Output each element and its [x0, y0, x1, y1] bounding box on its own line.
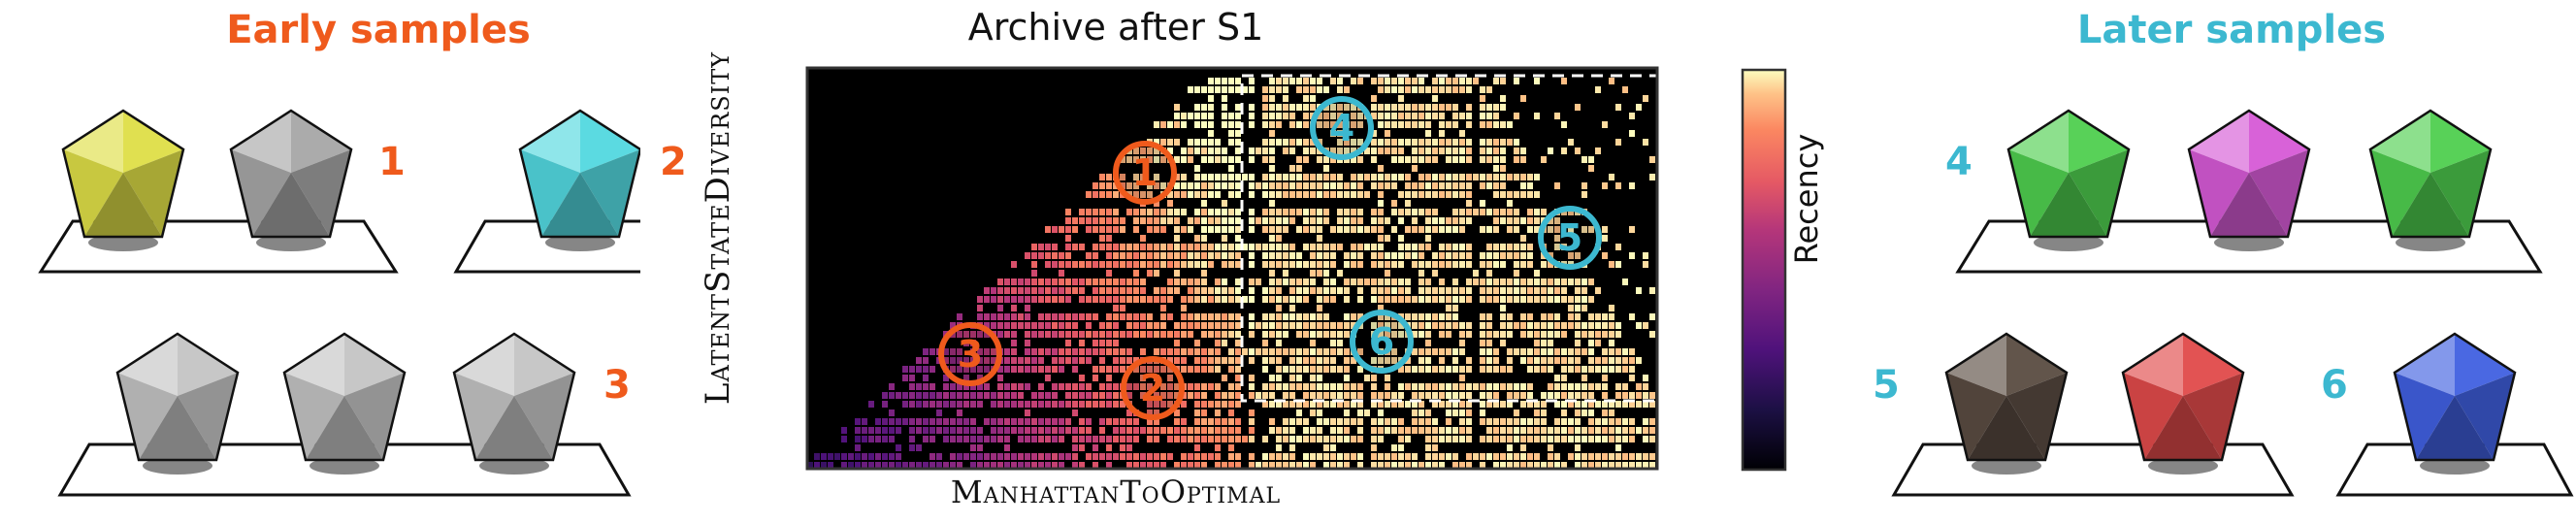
marker-label-3: 3 — [958, 333, 983, 376]
marker-label-6: 6 — [1369, 320, 1394, 363]
marker-2: 2 — [1121, 356, 1185, 420]
marker-3: 3 — [938, 322, 1002, 386]
early-sample-number-1: 1 — [378, 140, 406, 184]
marker-label-4: 4 — [1329, 107, 1354, 149]
gem-sample-2 — [518, 109, 640, 251]
marker-4: 4 — [1310, 96, 1374, 160]
gem-sample-3-a — [115, 332, 240, 475]
platform-sample-5 — [1891, 442, 2295, 497]
marker-6: 6 — [1350, 310, 1414, 374]
gem-sample-3-c — [452, 332, 576, 475]
gem-sample-5-b — [2121, 332, 2245, 475]
archive-title: Archive after S1 — [967, 6, 1264, 49]
gem-sample-5-a — [1944, 332, 2069, 475]
colorbar — [1741, 68, 1787, 472]
gem-sample-4-a — [2006, 109, 2131, 251]
gem-sample-4-b — [2187, 109, 2311, 251]
colorbar-label: Recency — [1788, 133, 1825, 265]
marker-5: 5 — [1538, 206, 1602, 270]
gem-sample-3-b — [282, 332, 407, 475]
marker-1: 1 — [1113, 141, 1177, 205]
early-samples-title: Early samples — [226, 8, 531, 52]
gem-sample-4-c — [2368, 109, 2493, 251]
early-sample-number-3: 3 — [603, 363, 631, 408]
dashed-region — [1240, 74, 1676, 403]
gem-sample-1-b — [229, 109, 353, 251]
x-axis-label: ManhattanToOptimal — [950, 474, 1282, 510]
later-sample-number-4: 4 — [1945, 140, 1973, 184]
early-samples-panel — [38, 109, 640, 497]
gem-sample-6 — [2393, 332, 2517, 475]
heatmap-frame — [805, 66, 1659, 471]
later-samples-title: Later samples — [2076, 8, 2387, 52]
later-sample-number-6: 6 — [2321, 363, 2348, 408]
later-sample-number-5: 5 — [1873, 363, 1900, 408]
marker-label-2: 2 — [1140, 367, 1165, 409]
marker-label-1: 1 — [1132, 151, 1158, 194]
later-samples-panel — [1891, 109, 2574, 497]
gem-sample-1-a — [61, 109, 185, 251]
marker-label-5: 5 — [1557, 216, 1582, 259]
early-sample-number-2: 2 — [660, 140, 687, 184]
